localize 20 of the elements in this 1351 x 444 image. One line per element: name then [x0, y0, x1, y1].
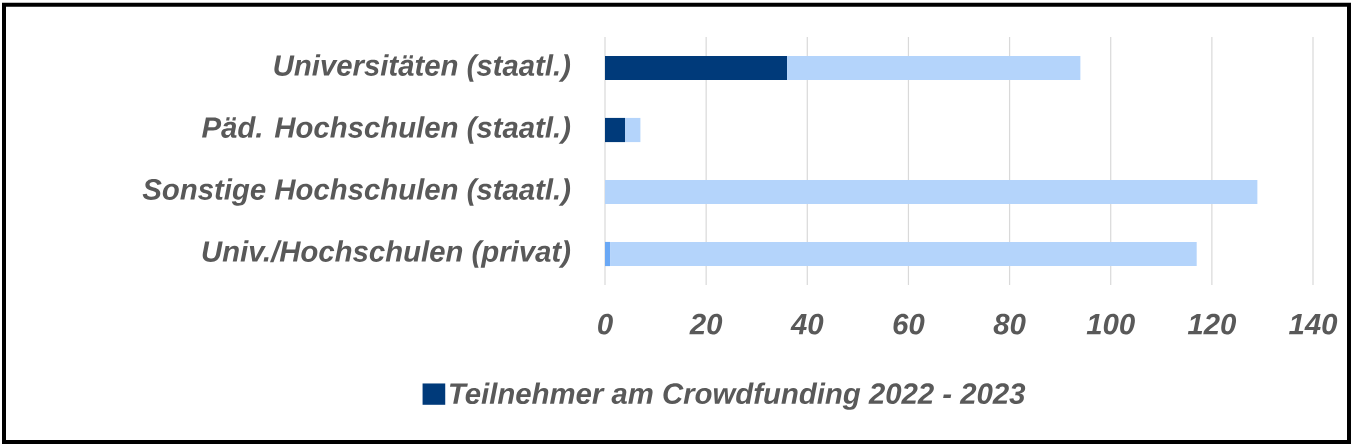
x-tick-label: 100: [1086, 313, 1135, 335]
x-tick-label: 0: [598, 313, 613, 335]
bar: [605, 241, 611, 267]
bar: [605, 117, 626, 143]
bar: [605, 55, 788, 81]
y-tick-label: Päd. Hochschulen (staatl.): [202, 116, 571, 144]
bar: [625, 117, 641, 143]
x-tick-label: 120: [1187, 313, 1237, 335]
x-tick-label: 80: [993, 313, 1026, 335]
legend-label: Teilnehmer am Crowdfunding 2022 - 2023: [449, 382, 1026, 410]
y-tick-label: Universitäten (staatl.): [274, 54, 571, 82]
x-tick-label: 40: [790, 313, 824, 335]
y-tick-label: Sonstige Hochschulen (staatl.): [142, 178, 571, 206]
x-tick-label: 20: [689, 313, 723, 335]
y-tick-label: Univ./Hochschulen (privat): [202, 240, 571, 268]
bar: [610, 241, 1197, 267]
bar: [787, 55, 1081, 81]
x-tick-label: 140: [1289, 313, 1338, 335]
bar: [605, 179, 1258, 205]
x-tick-label: 60: [893, 313, 925, 335]
